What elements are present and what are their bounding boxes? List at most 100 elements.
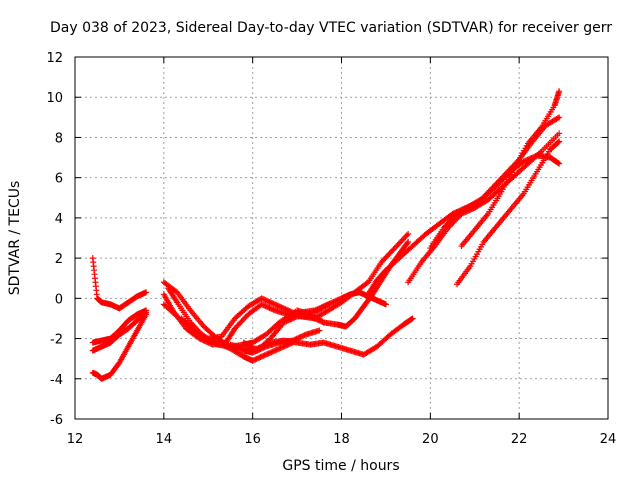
data-point [172, 288, 179, 295]
data-point [254, 345, 261, 352]
data-point [258, 353, 265, 360]
data-point [273, 346, 280, 353]
data-point [218, 341, 225, 348]
data-point [258, 343, 265, 350]
data-point [216, 340, 223, 347]
data-point [408, 316, 415, 323]
data-point [266, 340, 273, 347]
data-point [277, 345, 284, 352]
x-tick-label: 16 [244, 432, 261, 447]
data-point [253, 355, 260, 362]
data-point [257, 354, 264, 361]
data-point [270, 348, 277, 355]
y-axis-title: SDTVAR / TECUs [7, 181, 23, 296]
data-point [310, 314, 317, 321]
data-point [382, 301, 389, 308]
x-tick-label: 22 [511, 432, 528, 447]
x-tick-label: 12 [67, 432, 84, 447]
data-point [300, 332, 307, 339]
data-point [284, 317, 291, 324]
data-point [286, 308, 293, 315]
y-tick-label: 0 [55, 292, 63, 307]
data-point [262, 351, 269, 358]
data-point [249, 357, 256, 364]
y-tick-label: 8 [55, 131, 63, 146]
data-point [329, 299, 336, 306]
data-point [275, 303, 282, 310]
data-point [224, 344, 231, 351]
data-point [404, 240, 411, 247]
data-point [556, 160, 563, 167]
data-point [264, 340, 271, 347]
data-point [292, 314, 299, 321]
data-point [266, 298, 273, 305]
data-point [282, 318, 289, 325]
data-point [556, 130, 563, 137]
data-point [281, 305, 288, 312]
series-sat4 [89, 255, 150, 312]
data-point [256, 354, 263, 361]
data-point [215, 340, 222, 347]
data-point [270, 300, 277, 307]
data-point [289, 309, 296, 316]
data-point [556, 138, 563, 145]
x-tick-label: 24 [600, 432, 617, 447]
series-sat2 [89, 309, 150, 354]
data-point [258, 301, 265, 308]
data-point [287, 308, 294, 315]
data-point [298, 333, 305, 340]
data-point [555, 159, 562, 166]
data-point [327, 300, 334, 307]
data-point [331, 298, 338, 305]
data-point [528, 154, 535, 161]
data-point [250, 357, 257, 364]
data-point [223, 343, 230, 350]
series-sat12 [311, 289, 389, 316]
chart-title: Day 038 of 2023, Sidereal Day-to-day VTE… [50, 20, 612, 36]
series-sat1 [89, 311, 150, 382]
data-point [277, 303, 284, 310]
data-point [520, 158, 527, 165]
data-point [220, 342, 227, 349]
data-point [405, 230, 412, 237]
data-point [363, 280, 370, 287]
data-point [405, 239, 412, 246]
data-point [281, 343, 288, 350]
data-point [261, 352, 268, 359]
data-point [259, 295, 266, 302]
data-point [523, 157, 530, 164]
data-point [288, 315, 295, 322]
data-point [258, 295, 265, 302]
data-point [266, 349, 273, 356]
data-point [554, 115, 561, 122]
data-point [262, 303, 269, 310]
data-point [274, 346, 281, 353]
series-sat3 [89, 307, 150, 346]
data-point [269, 306, 276, 313]
data-point [531, 153, 538, 160]
data-point [308, 314, 315, 321]
data-point [524, 156, 531, 163]
data-point [267, 299, 274, 306]
data-point [261, 296, 268, 303]
data-point [219, 341, 226, 348]
grid [75, 57, 608, 419]
data-point [311, 315, 318, 322]
data-point [269, 300, 276, 307]
x-axis-title: GPS time / hours [282, 458, 399, 474]
y-tick-label: 4 [55, 212, 63, 227]
series-sat17 [458, 88, 563, 250]
data-point [268, 349, 275, 356]
x-tick-label: 18 [333, 432, 350, 447]
data-point [527, 155, 534, 162]
data-point [143, 307, 150, 314]
data-point [254, 355, 261, 362]
data-point [264, 351, 271, 358]
data-point [214, 339, 221, 346]
data-point [319, 318, 326, 325]
data-point [278, 304, 285, 311]
data-point [279, 304, 286, 311]
data-point [297, 333, 304, 340]
data-point [265, 298, 272, 305]
data-point [325, 301, 332, 308]
